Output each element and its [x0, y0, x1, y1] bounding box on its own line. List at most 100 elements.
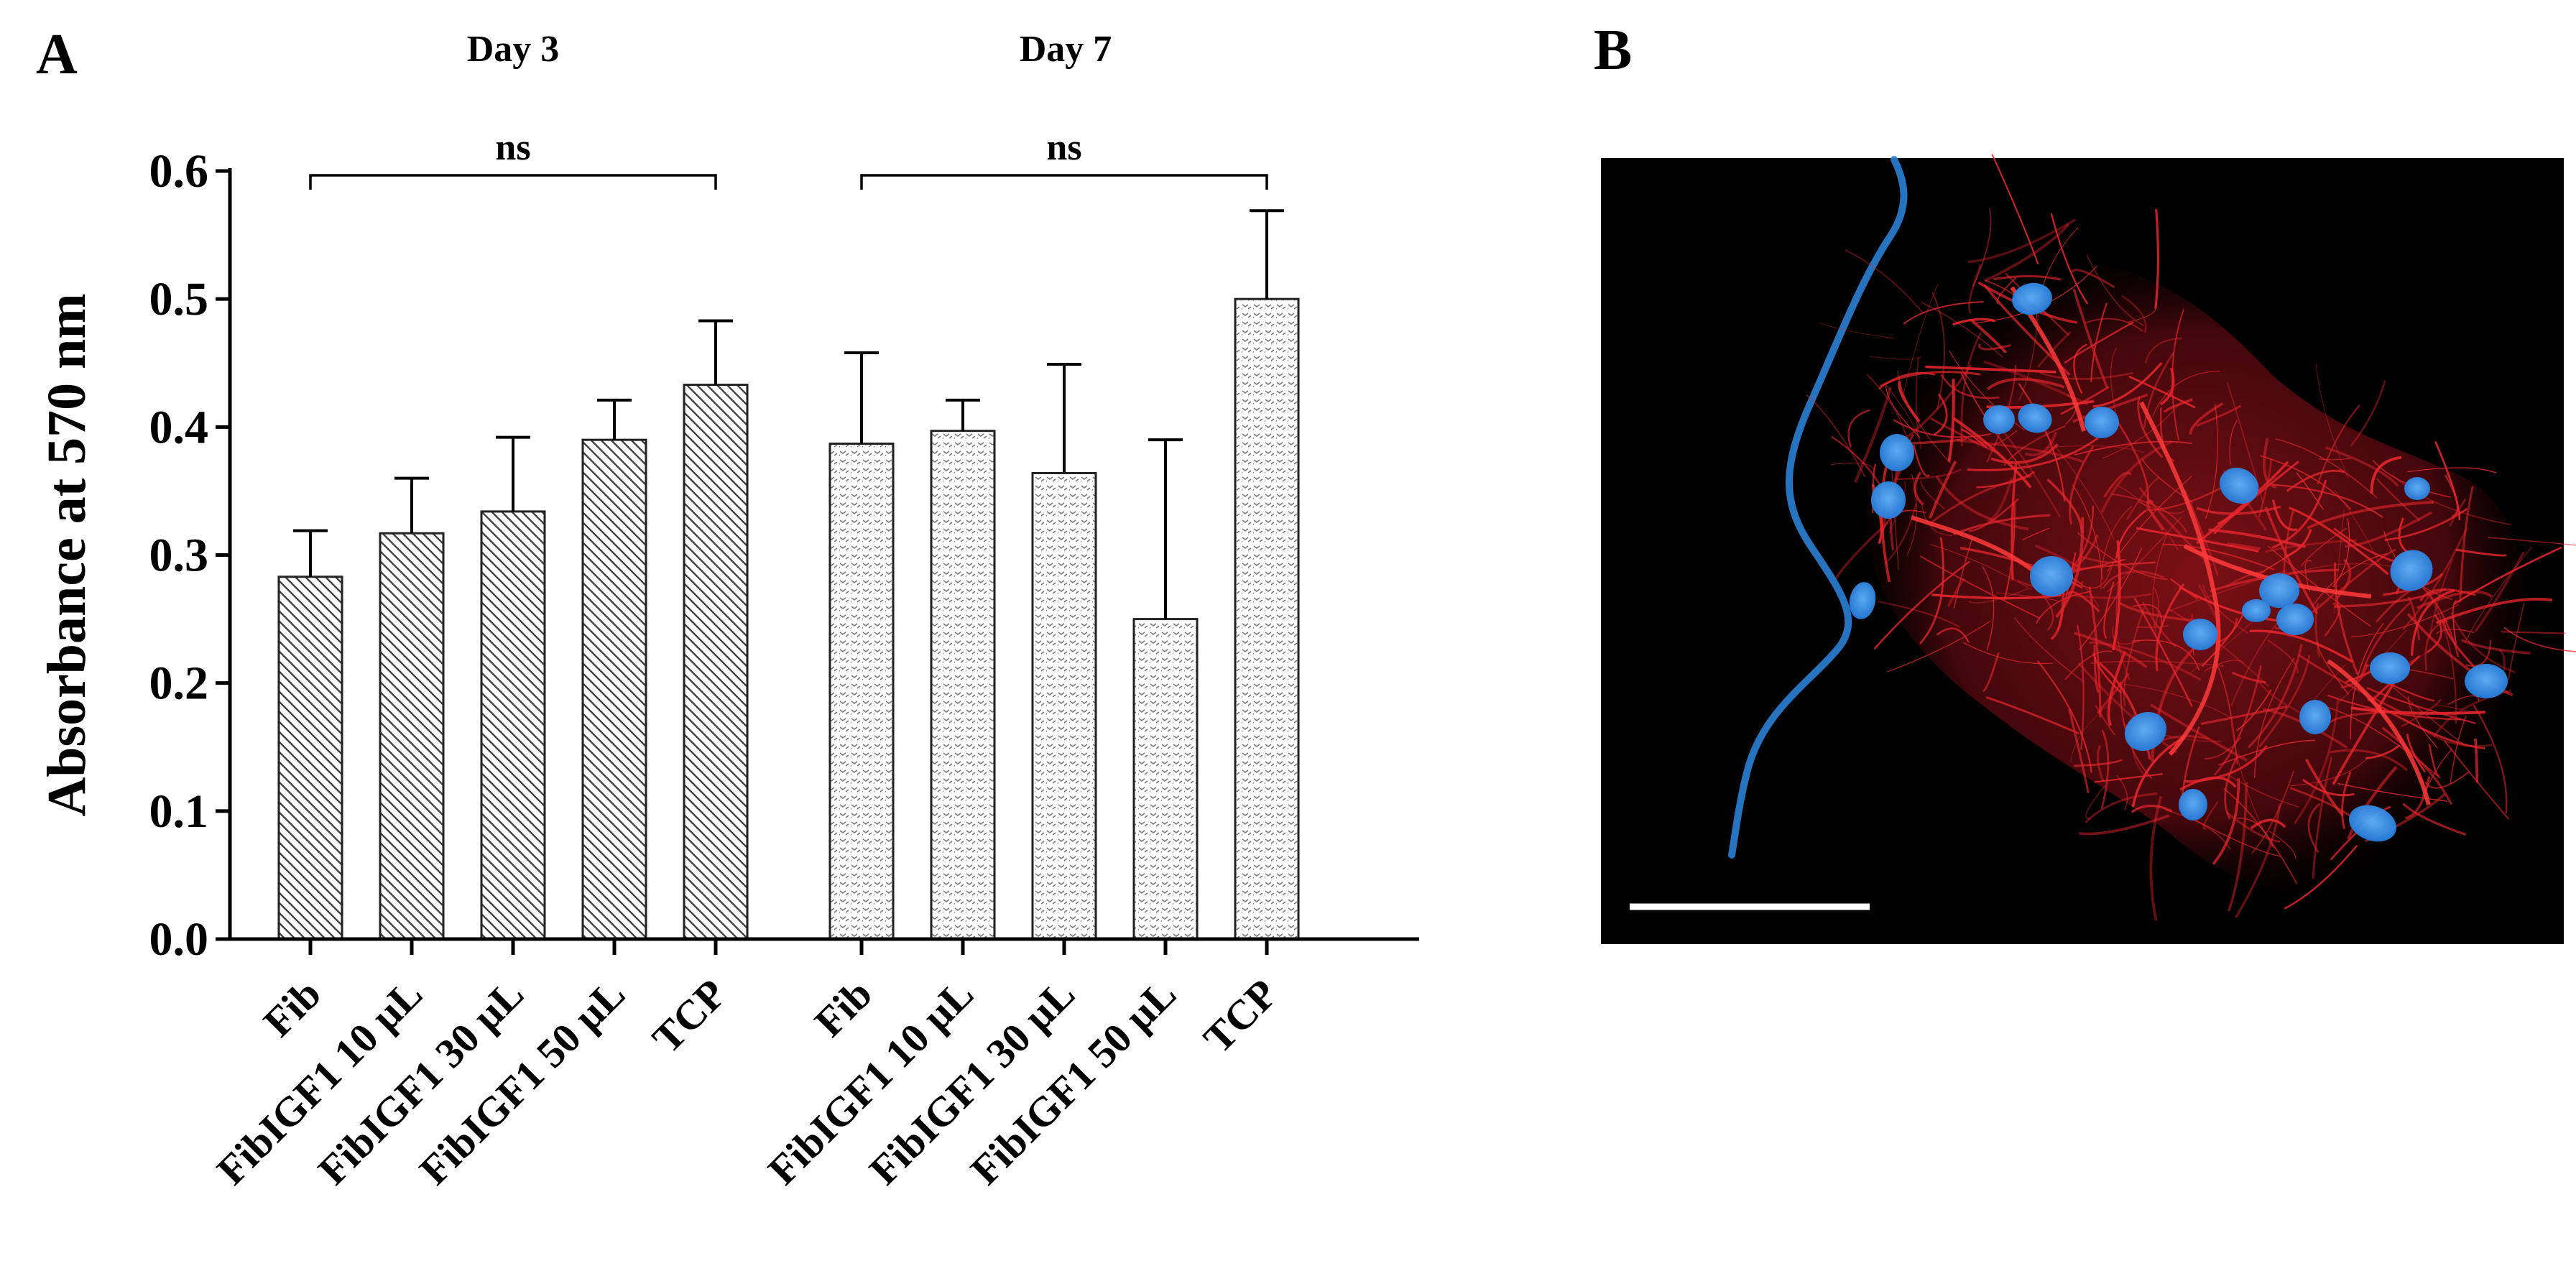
actin-filament: [1885, 385, 1921, 438]
actin-filament: [2260, 455, 2352, 511]
cell-nucleus: [1880, 434, 1914, 471]
actin-filament: [2405, 776, 2431, 820]
actin-filament: [2271, 479, 2327, 549]
actin-filament: [2455, 548, 2507, 557]
y-tick-label: 0.0: [149, 913, 209, 966]
actin-filament: [1933, 393, 1948, 436]
actin-filament: [2218, 739, 2316, 766]
significance-bracket: [860, 174, 1268, 190]
cell-nucleus: [2276, 604, 2314, 635]
bar: [581, 438, 647, 940]
group-title: Day 7: [1020, 29, 1112, 70]
cell-nucleus: [2085, 407, 2119, 438]
actin-filament: [1991, 154, 2039, 264]
actin-filament: [2093, 644, 2100, 693]
actin-filament: [2251, 770, 2294, 854]
y-tick-label: 0.2: [149, 657, 209, 710]
actin-filament: [2350, 380, 2386, 447]
actin-filament: [2102, 570, 2165, 589]
actin-filament: [2317, 405, 2360, 485]
actin-filament: [2360, 601, 2411, 678]
cell-nucleus: [1849, 582, 1876, 619]
actin-filament: [1884, 503, 1917, 565]
actin-filament: [2408, 695, 2438, 749]
actin-filament: [2263, 438, 2277, 489]
actin-filament: [2487, 537, 2576, 546]
actin-filament: [2249, 629, 2353, 663]
actin-filament: [2384, 508, 2468, 542]
actin-filament: [2144, 337, 2182, 364]
actin-filament: [2153, 586, 2159, 627]
actin-filament: [2437, 704, 2481, 715]
actin-filament: [2294, 699, 2340, 825]
actin-filament: [2445, 474, 2459, 517]
actin-filament: [2044, 445, 2145, 453]
actin-filament: [1845, 249, 1924, 315]
actin-filament: [2340, 663, 2369, 689]
actin-filament: [2327, 706, 2441, 779]
actin-filament: [2149, 795, 2163, 921]
actin-filament: [1990, 443, 2059, 464]
actin-filament: [2202, 800, 2219, 830]
actin-filament: [2069, 445, 2095, 525]
actin-filament: [2341, 771, 2352, 829]
actin-filament: [2450, 612, 2516, 673]
actin-filament: [2064, 321, 2134, 364]
actin-filament: [2103, 471, 2132, 498]
actin-filament: [2107, 516, 2182, 593]
actin-filament: [2429, 596, 2457, 724]
actin-filament: [1806, 394, 1866, 478]
actin-filament: [2121, 295, 2147, 333]
actin-filament: [2070, 269, 2115, 289]
actin-filament: [2117, 683, 2232, 718]
actin-filament: [1925, 365, 2056, 374]
actin-filament: [1970, 319, 2007, 353]
y-tick-label: 0.6: [149, 145, 209, 198]
actin-filament: [2214, 659, 2238, 765]
actin-filament: [2072, 484, 2103, 580]
actin-filament: [2130, 804, 2173, 813]
actin-filament: [2163, 398, 2194, 413]
actin-filament: [2078, 814, 2170, 836]
bar: [828, 442, 895, 940]
actin-filament: [2069, 701, 2114, 763]
actin-filament: [2474, 551, 2525, 632]
actin-filament: [2236, 689, 2272, 731]
actin-filament: [1901, 283, 1939, 400]
actin-filament: [2444, 740, 2510, 820]
actin-filament: [2501, 631, 2566, 634]
actin-filament: [2200, 705, 2288, 726]
actin-filament: [2037, 331, 2072, 368]
actin-filament: [2213, 461, 2299, 535]
actin-filament: [1919, 537, 1944, 644]
panel-b-label: B: [1594, 19, 1632, 82]
actin-filament: [2080, 566, 2113, 589]
actin-filament: [2040, 426, 2115, 540]
actin-filament: [2039, 371, 2133, 380]
actin-filament: [1993, 274, 2062, 281]
actin-filament: [1897, 370, 1952, 464]
actin-filament: [2329, 749, 2408, 772]
actin-filament: [2337, 548, 2396, 593]
actin-filament: [1895, 468, 1962, 480]
actin-filament: [2296, 472, 2325, 510]
actin-filament: [2189, 402, 2224, 435]
actin-filament: [1952, 318, 1995, 326]
actin-filament: [2235, 803, 2281, 919]
actin-filament: [2090, 660, 2224, 667]
significance-label: ns: [495, 127, 530, 168]
actin-filament: [2085, 318, 2144, 333]
actin-filament: [2003, 501, 2016, 601]
actin-filament: [2092, 361, 2163, 408]
actin-filament: [2213, 665, 2262, 776]
actin-filament: [2050, 213, 2089, 305]
actin-filament: [2018, 383, 2066, 502]
actin-filament: [1898, 381, 1921, 422]
actin-filament: [2258, 458, 2272, 518]
actin-filament: [1903, 301, 1984, 325]
actin-filament: [2406, 734, 2426, 773]
cell-nucleus: [2259, 573, 2299, 608]
actin-filament: [2136, 624, 2169, 628]
actin-filament: [2085, 792, 2158, 823]
actin-filament: [1982, 652, 2000, 693]
